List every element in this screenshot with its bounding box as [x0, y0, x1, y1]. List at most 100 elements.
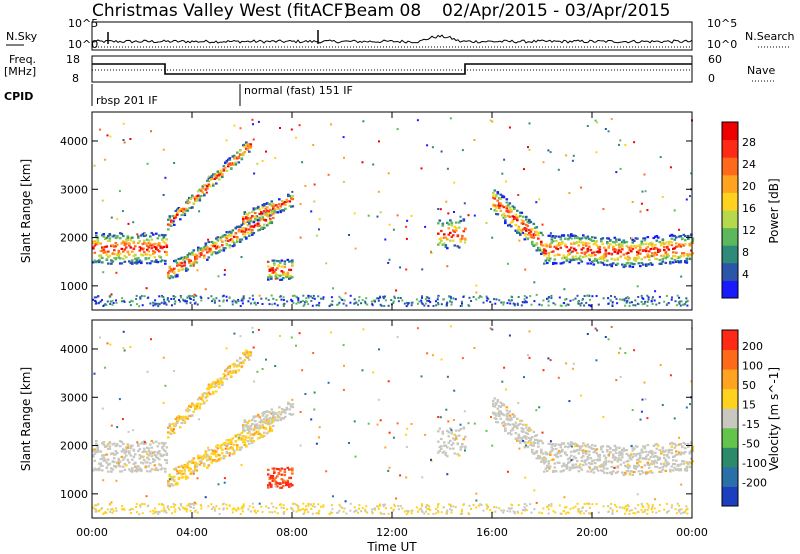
power-cell	[189, 259, 193, 262]
power-noise-cell	[525, 296, 528, 299]
power-cell	[437, 222, 440, 225]
power-cell	[134, 261, 137, 264]
velocity-cell	[648, 458, 651, 461]
velocity-noise-cell	[641, 511, 644, 514]
velocity-cell	[670, 452, 674, 455]
power-noise-cell	[111, 303, 114, 306]
velocity-cell	[134, 465, 137, 468]
velocity-cell	[667, 456, 671, 459]
power-cell	[113, 256, 116, 260]
velocity-noise-cell	[513, 512, 516, 515]
power-noise-cell	[235, 301, 238, 304]
velocity-cell	[281, 407, 284, 411]
power-cell	[496, 192, 500, 195]
velocity-cell	[210, 448, 214, 452]
power-noise-cell	[135, 294, 138, 297]
velocity-noise-cell	[538, 511, 541, 514]
power-noise-cell	[462, 295, 465, 298]
power-cell	[449, 219, 452, 222]
velocity-cell	[682, 441, 686, 444]
velocity-sparse-cell	[594, 327, 597, 330]
power-cell	[577, 240, 581, 243]
power-cell	[684, 260, 687, 263]
power-cell	[499, 209, 503, 212]
velocity-cell	[516, 427, 519, 430]
velocity-cell	[207, 385, 211, 388]
power-cell	[222, 165, 226, 168]
power-cell	[108, 239, 112, 242]
power-cell	[585, 244, 588, 247]
power-noise-cell	[653, 299, 656, 302]
velocity-sparse-cell	[615, 379, 618, 382]
power-cell	[140, 260, 143, 263]
velocity-noise-cell	[228, 504, 231, 507]
power-cell	[227, 239, 230, 243]
velocity-cell	[105, 466, 109, 469]
power-cell	[582, 247, 585, 250]
velocity-cell	[128, 468, 131, 471]
power-cell	[155, 260, 158, 263]
power-cell	[260, 212, 263, 215]
power-cell	[670, 233, 674, 236]
velocity-cell	[168, 474, 172, 477]
velocity-cell	[110, 453, 113, 456]
velocity-noise-cell	[251, 502, 254, 505]
velocity-cell	[113, 442, 116, 445]
power-cell	[192, 261, 196, 264]
velocity-cell	[162, 442, 166, 445]
velocity-noise-cell	[149, 510, 152, 513]
velocity-noise-cell	[646, 502, 649, 505]
colorbar-segment	[722, 227, 738, 246]
power-cell	[270, 277, 273, 280]
velocity-cell	[102, 441, 106, 444]
power-cell	[246, 220, 250, 223]
power-cell	[446, 247, 449, 250]
power-cell	[159, 260, 163, 263]
power-cell	[651, 242, 654, 245]
power-cell	[258, 208, 262, 211]
power-sparse-cell	[473, 214, 476, 217]
power-sparse-cell	[446, 167, 449, 170]
velocity-cell	[556, 461, 560, 464]
velocity-cell	[603, 454, 606, 457]
velocity-cell	[604, 457, 608, 460]
velocity-cell	[582, 464, 585, 467]
velocity-cell	[209, 455, 212, 458]
power-noise-cell	[523, 298, 526, 301]
velocity-cell	[591, 462, 594, 465]
velocity-noise-cell	[295, 503, 298, 506]
velocity-cell	[92, 449, 95, 452]
noise-tick-bottom-left: 10^0	[68, 38, 98, 51]
power-cell	[651, 263, 654, 266]
velocity-cell	[289, 468, 293, 471]
power-cell	[583, 251, 587, 254]
velocity-sparse-cell	[586, 333, 589, 335]
velocity-sparse-cell	[491, 444, 494, 447]
power-scatter	[92, 117, 695, 308]
power-cell	[493, 209, 497, 212]
colorbar-tick-label: 8	[742, 246, 749, 259]
power-cell	[182, 210, 185, 213]
power-cell	[639, 249, 642, 252]
power-cell	[664, 261, 668, 264]
power-cell	[170, 219, 173, 222]
velocity-cell	[627, 467, 630, 470]
velocity-cell	[240, 436, 244, 439]
power-sparse-cell	[392, 228, 395, 231]
power-noise-cell	[550, 297, 553, 300]
power-cell	[556, 248, 560, 251]
power-cell	[135, 257, 139, 260]
velocity-cell	[502, 420, 506, 423]
velocity-cell	[600, 469, 603, 472]
velocity-noise-cell	[480, 504, 483, 507]
power-cell	[637, 262, 641, 265]
title-dates: 02/Apr/2015 - 03/Apr/2015	[442, 1, 670, 21]
power-noise-cell	[665, 294, 668, 297]
power-cell	[541, 249, 545, 252]
velocity-noise-cell	[611, 509, 614, 512]
power-noise-cell	[172, 295, 175, 298]
velocity-sparse-cell	[459, 423, 462, 426]
power-cell	[678, 256, 681, 259]
velocity-cell	[579, 445, 582, 448]
velocity-cell	[252, 427, 256, 430]
